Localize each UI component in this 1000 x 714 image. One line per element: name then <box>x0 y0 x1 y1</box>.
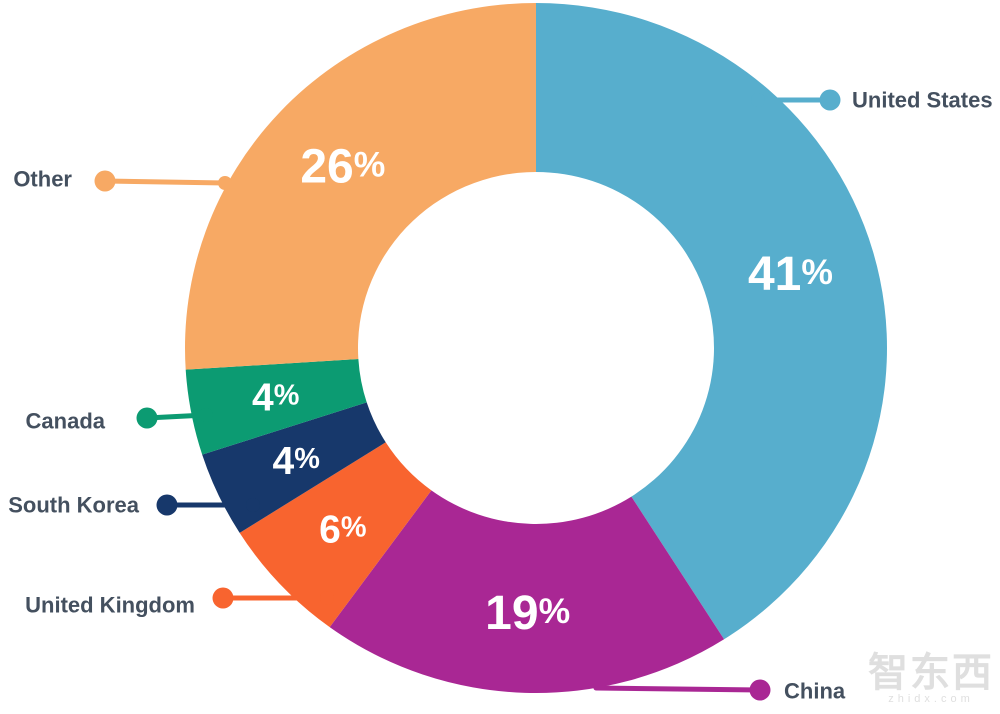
leader-dot-canada <box>136 407 158 429</box>
slice-united-kingdom <box>239 442 432 628</box>
leader-line-other <box>102 178 228 186</box>
percent-label-south-korea: 4% <box>273 439 320 482</box>
leader-dot-other <box>94 170 116 192</box>
slice-china <box>329 490 725 693</box>
callouts: United States China United Kingdom South Ko… <box>8 88 992 704</box>
watermark-text: 智东西 <box>868 651 994 696</box>
percent-label-united-kingdom: 6% <box>319 508 366 551</box>
slice-canada <box>185 359 367 455</box>
watermark-logo: 智东西 zhidx.com <box>868 652 994 706</box>
leader-dot-united-kingdom <box>212 587 234 609</box>
category-label-china: China <box>784 679 846 704</box>
leader-end-dot-united-states <box>751 93 765 107</box>
category-label-united-kingdom: United Kingdom <box>25 593 195 618</box>
leader-dot-china <box>749 679 771 701</box>
slices <box>184 2 888 693</box>
leader-line-china <box>593 685 763 693</box>
category-label-other: Other <box>13 167 72 192</box>
leader-dot-south-korea <box>156 494 178 516</box>
slice-other <box>184 2 536 370</box>
slice-united-states <box>536 3 888 640</box>
slice-percent-labels: 41% 19% 6% 4% 4% 26% <box>252 140 833 639</box>
percent-label-united-states: 41% <box>748 248 833 301</box>
percent-label-canada: 4% <box>252 376 299 419</box>
percent-label-other: 26% <box>300 140 385 193</box>
watermark-subtext: zhidx.com <box>888 693 974 706</box>
percent-label-china: 19% <box>485 586 570 639</box>
leader-dot-united-states <box>819 89 841 111</box>
leader-end-dot-united-kingdom <box>320 591 334 605</box>
category-label-canada: Canada <box>26 409 106 434</box>
category-label-united-states: United States <box>852 88 993 113</box>
category-label-south-korea: South Korea <box>8 493 140 518</box>
leader-end-dot-other <box>218 176 232 190</box>
leader-end-dot-canada <box>199 408 213 422</box>
leader-end-dot-south-korea <box>246 498 260 512</box>
